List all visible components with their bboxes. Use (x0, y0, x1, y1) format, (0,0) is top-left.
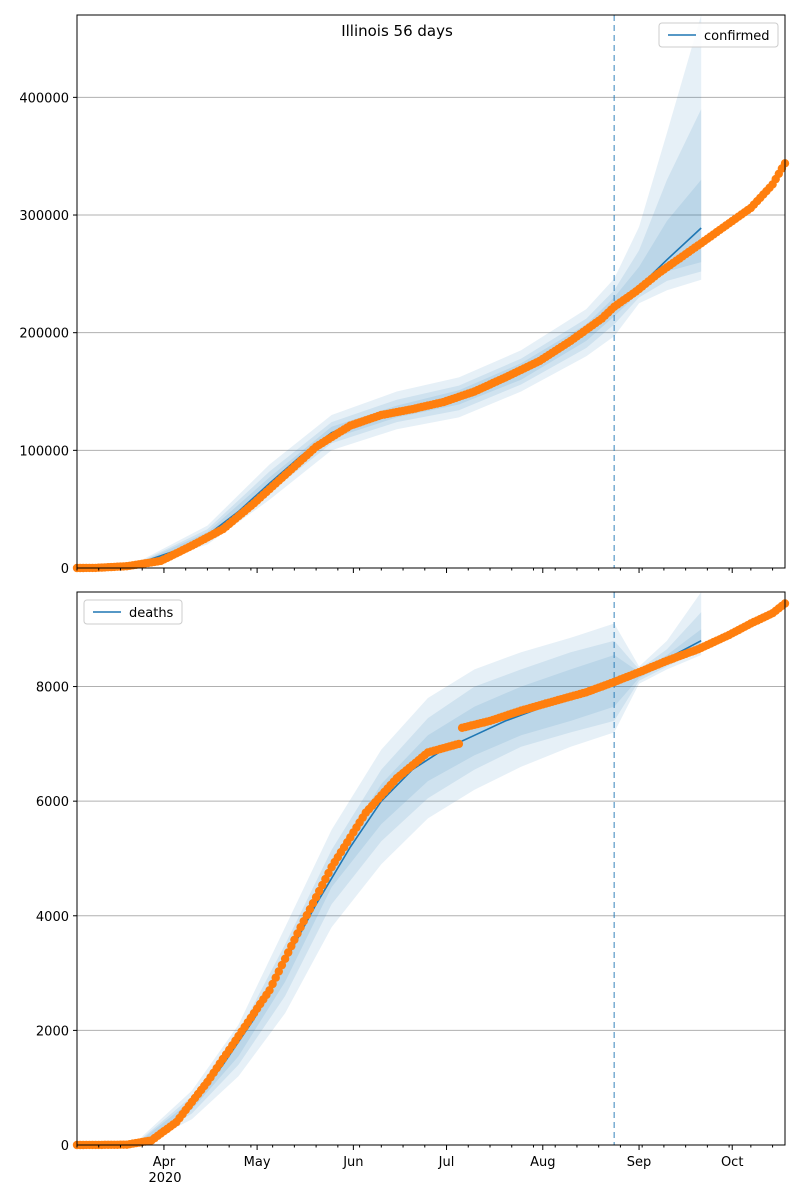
legend-label: confirmed (704, 29, 770, 44)
y-tick-label: 0 (61, 562, 69, 577)
observed-point (268, 979, 277, 989)
observed-point (280, 954, 290, 963)
observed-point (274, 967, 283, 976)
y-tick-label: 0 (61, 1139, 69, 1154)
y-tick-label: 4000 (36, 910, 69, 925)
chart-title: Illinois 56 days (341, 22, 453, 40)
observed-point (271, 973, 280, 982)
plot-frame (76, 591, 786, 1146)
confidence-band (142, 109, 702, 564)
y-tick-label: 200000 (19, 327, 69, 342)
y-tick-label: 100000 (19, 444, 69, 459)
observed-point (277, 960, 287, 970)
x-tick-label: Sep (627, 1155, 652, 1170)
observed-point (454, 739, 464, 749)
deaths-panel: 0 2000 4000 6000 8000 Apr May Jun Jul Aug Sep Oct de… (36, 591, 790, 1170)
x-tick-label: Jul (438, 1155, 455, 1170)
x-tick-label: Jun (342, 1155, 363, 1170)
confirmed-panel: 0 100000 200000 300000 400000 confirmed (19, 14, 790, 577)
legend-label: deaths (129, 606, 174, 621)
y-tick-label: 6000 (36, 795, 69, 810)
observed-point (287, 941, 296, 951)
x-tick-label: Apr (153, 1155, 176, 1170)
confidence-band (142, 592, 702, 1145)
y-tick-label: 300000 (19, 209, 69, 224)
legend-box (658, 22, 779, 48)
x-tick-label: Oct (721, 1155, 743, 1170)
plot-frame (76, 14, 786, 569)
legend-box (83, 599, 183, 625)
y-tick-label: 8000 (36, 681, 69, 696)
x-tick-label: Aug (530, 1155, 555, 1170)
y-tick-label: 400000 (19, 91, 69, 106)
observed-point (284, 948, 293, 957)
x-year-label: 2020 (148, 1171, 181, 1186)
observed-point (290, 935, 299, 944)
observed-point (293, 929, 302, 938)
observed-point (265, 986, 274, 995)
y-tick-label: 2000 (36, 1024, 69, 1039)
x-tick-label: May (244, 1155, 271, 1170)
